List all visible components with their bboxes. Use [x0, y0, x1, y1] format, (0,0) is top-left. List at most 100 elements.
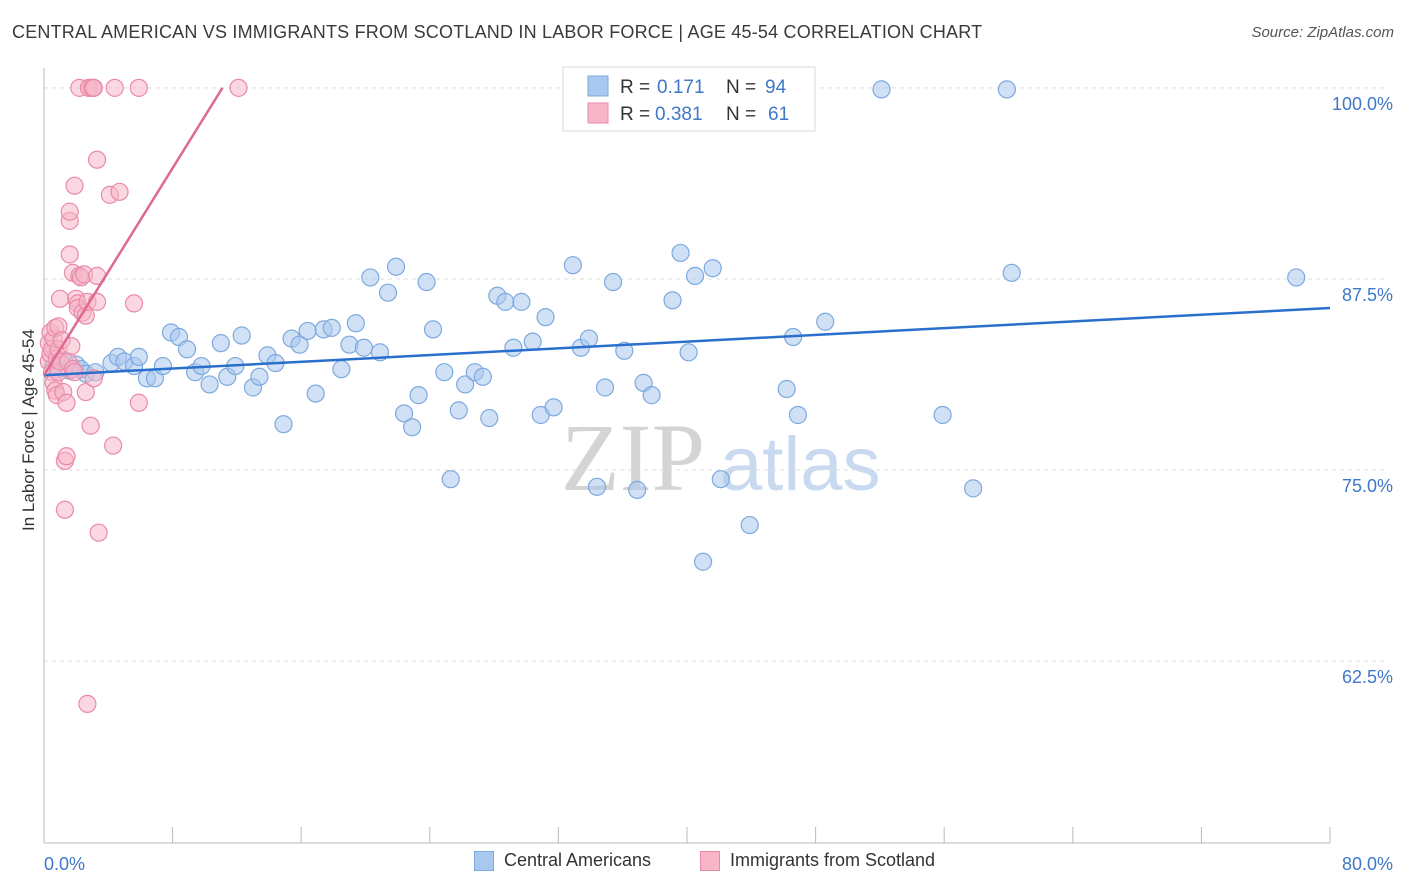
- point-central-americans: [615, 341, 634, 360]
- point-immigrants-from-scotland: [78, 694, 97, 713]
- point-central-americans: [250, 367, 269, 386]
- y-tick-label: 100.0%: [1332, 94, 1393, 114]
- point-central-americans: [587, 477, 607, 496]
- point-central-americans: [603, 272, 623, 292]
- bottom-legend-label-immigrants-from-scotland: Immigrants from Scotland: [730, 850, 936, 870]
- legend-swatch-immigrants-from-scotland: [587, 102, 609, 124]
- point-central-americans: [298, 321, 317, 341]
- point-central-americans: [628, 480, 647, 499]
- point-central-americans: [693, 552, 713, 571]
- point-immigrants-from-scotland: [89, 523, 108, 542]
- trend-line-central-americans: [43, 306, 1331, 377]
- y-tick-label: 75.0%: [1342, 476, 1393, 496]
- point-immigrants-from-scotland: [50, 289, 70, 308]
- point-central-americans: [306, 384, 325, 403]
- point-immigrants-from-scotland: [105, 78, 124, 97]
- point-immigrants-from-scotland: [87, 292, 107, 311]
- point-central-americans: [595, 378, 615, 397]
- point-central-americans: [544, 398, 563, 417]
- point-central-americans: [211, 334, 230, 353]
- point-immigrants-from-scotland: [57, 393, 76, 412]
- point-immigrants-from-scotland: [129, 393, 148, 412]
- point-immigrants-from-scotland: [124, 294, 144, 313]
- points-layer: [39, 78, 1306, 713]
- point-central-americans: [423, 320, 443, 339]
- point-central-americans: [386, 257, 406, 276]
- point-immigrants-from-scotland: [60, 245, 79, 264]
- chart-title: CENTRAL AMERICAN VS IMMIGRANTS FROM SCOT…: [12, 22, 983, 42]
- legend-r-value-central-americans: 0.171: [657, 77, 705, 98]
- legend-r-label-central-americans: R =: [620, 77, 650, 98]
- point-central-americans: [536, 308, 555, 327]
- point-central-americans: [378, 283, 398, 302]
- legend-n-label-central-americans: N =: [726, 77, 756, 98]
- point-central-americans: [997, 80, 1016, 99]
- point-central-americans: [740, 515, 759, 535]
- point-central-americans: [496, 292, 515, 311]
- point-central-americans: [1287, 268, 1306, 287]
- point-central-americans: [394, 404, 414, 423]
- point-central-americans: [153, 356, 173, 376]
- y-tick-label: 62.5%: [1342, 667, 1393, 687]
- axes-layer: [43, 68, 1331, 844]
- bottom-legend-label-central-americans: Central Americans: [504, 850, 652, 870]
- point-central-americans: [663, 291, 682, 310]
- legend-swatch-central-americans: [587, 75, 609, 97]
- point-central-americans: [456, 375, 475, 394]
- point-central-americans: [435, 363, 454, 382]
- grid-layer: [44, 87, 1388, 662]
- point-central-americans: [129, 347, 148, 367]
- point-central-americans: [671, 243, 690, 263]
- point-central-americans: [711, 470, 730, 489]
- point-immigrants-from-scotland: [57, 447, 76, 466]
- point-central-americans: [504, 338, 523, 357]
- point-immigrants-from-scotland: [229, 78, 248, 97]
- point-central-americans: [200, 375, 219, 394]
- point-central-americans: [685, 266, 705, 285]
- bottom-legend-item-immigrants-from-scotland: Immigrants from Scotland: [700, 850, 935, 871]
- point-central-americans: [403, 418, 422, 437]
- point-central-americans: [579, 329, 599, 348]
- legend-n-value-central-americans: 94: [765, 77, 787, 98]
- bottom-legend: Central Americans Immigrants from Scotla…: [0, 850, 1406, 878]
- x-tick-label-max: 80.0%: [1342, 854, 1393, 874]
- point-central-americans: [332, 360, 351, 379]
- point-immigrants-from-scotland: [60, 202, 79, 221]
- trend-line-immigrants-from-scotland: [42, 87, 224, 376]
- legend-n-value-immigrants-from-scotland: 61: [768, 104, 789, 125]
- point-central-americans: [274, 415, 293, 434]
- point-immigrants-from-scotland: [104, 436, 123, 455]
- point-central-americans: [449, 401, 468, 420]
- point-central-americans: [563, 256, 582, 275]
- point-central-americans: [872, 80, 891, 99]
- point-immigrants-from-scotland: [84, 78, 103, 97]
- point-immigrants-from-scotland: [129, 78, 148, 97]
- legend-r-label-immigrants-from-scotland: R =: [620, 104, 650, 125]
- point-central-americans: [512, 292, 531, 311]
- y-axis-label: In Labor Force | Age 45-54: [19, 329, 38, 531]
- point-central-americans: [788, 405, 808, 425]
- point-central-americans: [777, 379, 796, 399]
- point-central-americans: [703, 259, 722, 278]
- point-central-americans: [1002, 263, 1021, 282]
- point-immigrants-from-scotland: [65, 176, 84, 195]
- point-central-americans: [642, 386, 661, 405]
- legend-box: R = 0.171 N = 94 R = 0.381 N = 61: [562, 66, 816, 132]
- point-immigrants-from-scotland: [110, 182, 129, 201]
- point-central-americans: [679, 343, 698, 362]
- point-immigrants-from-scotland: [55, 500, 74, 519]
- point-central-americans: [964, 479, 983, 498]
- point-central-americans: [409, 386, 428, 405]
- legend-r-value-immigrants-from-scotland: 0.381: [655, 104, 703, 125]
- point-central-americans: [816, 312, 835, 331]
- point-immigrants-from-scotland: [76, 382, 95, 402]
- x-tick-label-min: 0.0%: [44, 854, 85, 874]
- legend-n-label-immigrants-from-scotland: N =: [726, 104, 756, 125]
- point-central-americans: [177, 340, 197, 359]
- point-central-americans: [322, 318, 341, 337]
- tick-label-layer: 62.5% 75.0% 87.5% 100.0% 0.0% 80.0%: [44, 94, 1393, 874]
- y-tick-label: 87.5%: [1342, 285, 1393, 305]
- watermark-atlas: atlas: [720, 422, 881, 507]
- point-central-americans: [933, 405, 952, 425]
